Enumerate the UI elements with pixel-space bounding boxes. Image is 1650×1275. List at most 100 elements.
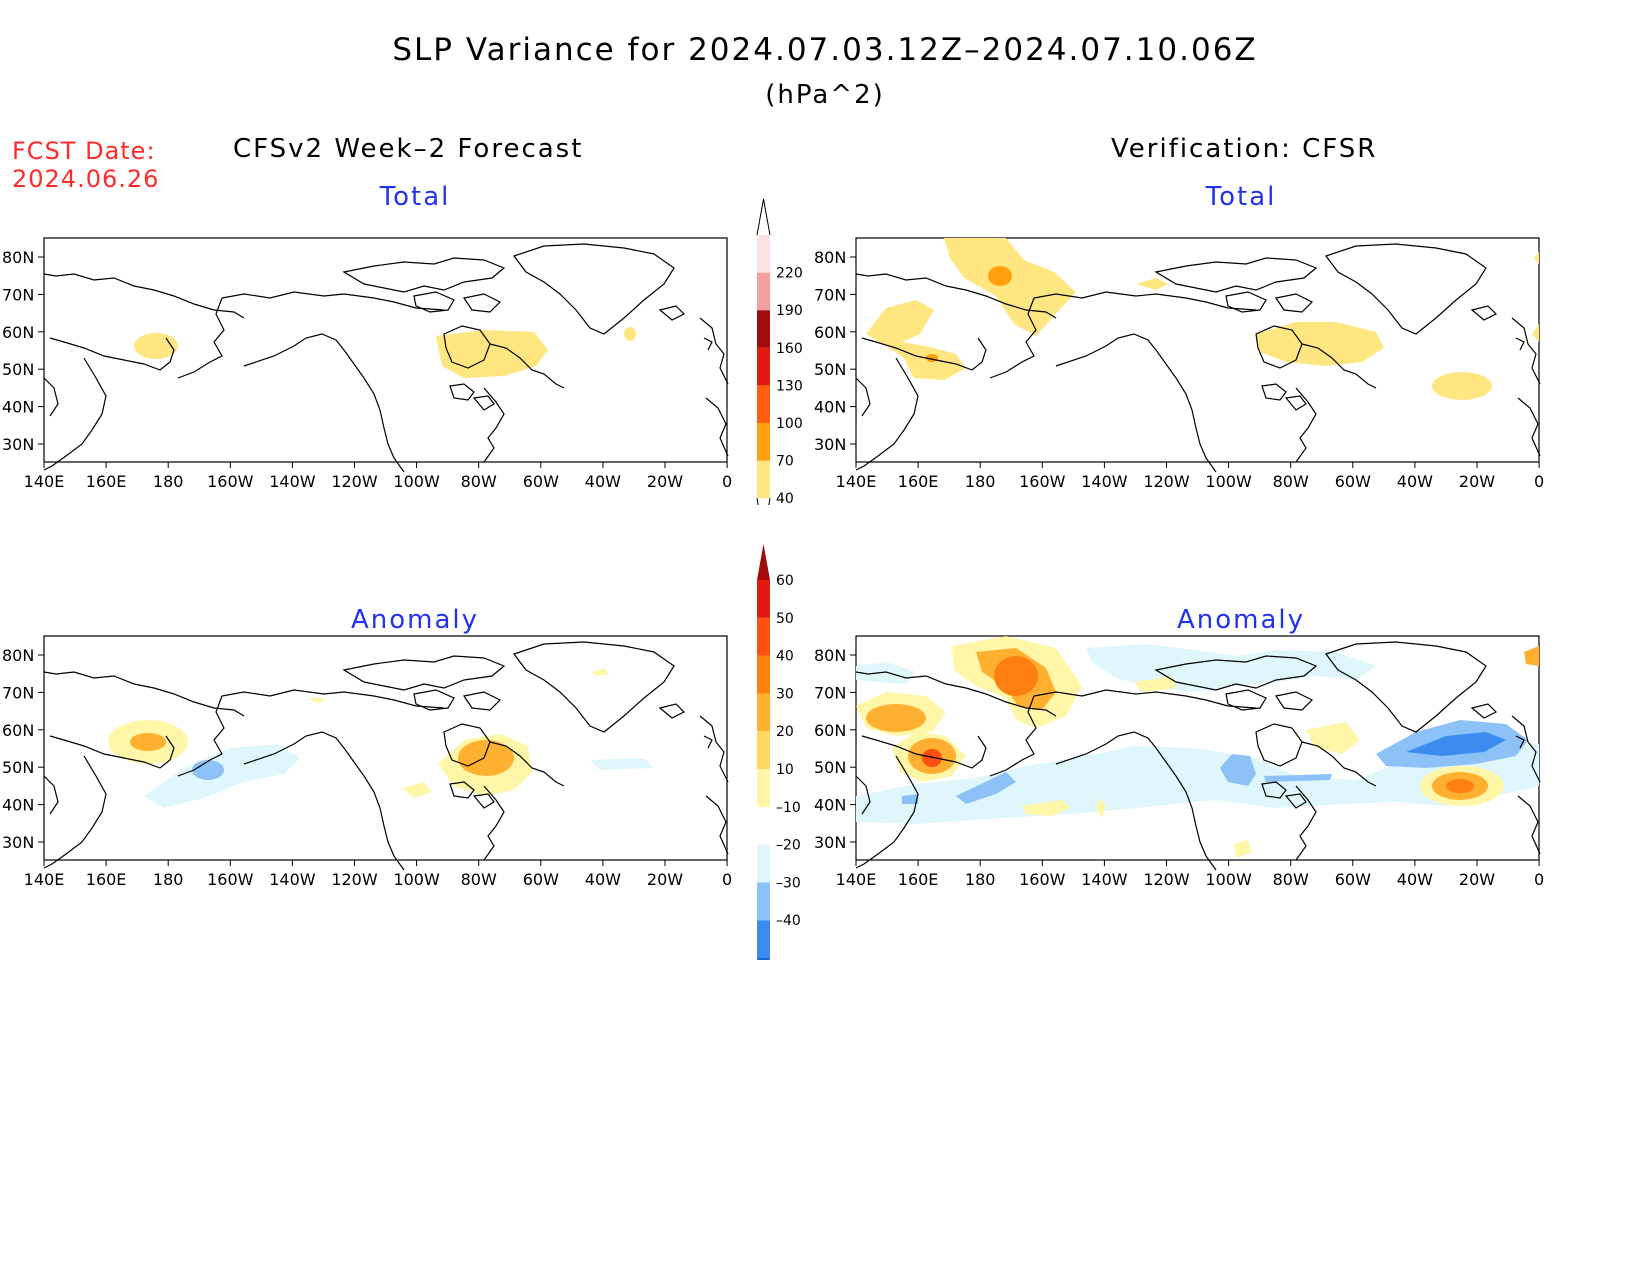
lon-axis: 140E 160E 180 160W 140W 120W 100W 80W 60W 40W 20W 0 <box>24 860 732 889</box>
lat-axis: 80N 70N 60N 50N 40N 30N <box>2 248 44 454</box>
fc-anom-blob <box>402 782 432 798</box>
verification-total-map: 80N 70N 60N 50N 40N 30N 140E 160E 180 160W 140W 12… <box>814 237 1544 491</box>
lon-tick-label: 60W <box>523 870 559 889</box>
lon-tick-label: 160E <box>86 472 127 491</box>
lat-tick-label: 80N <box>2 248 34 267</box>
lon-tick-label: 0 <box>722 472 732 491</box>
colorbar-segment <box>757 423 770 461</box>
vf-total-blob <box>1534 252 1539 264</box>
lon-tick-label: 160W <box>1019 472 1066 491</box>
lon-tick-label: 160W <box>1019 870 1066 889</box>
vf-anom-blob <box>856 662 916 684</box>
colorbar-segment <box>757 731 770 769</box>
vf-anom-blob <box>1446 779 1474 793</box>
colorbar-label: 160 <box>776 341 803 357</box>
lon-tick-label: 0 <box>722 870 732 889</box>
lon-tick-label: 80W <box>461 472 497 491</box>
lat-axis: 80N 70N 60N 50N 40N 30N <box>814 248 856 454</box>
lon-tick-label: 20W <box>647 472 683 491</box>
lon-tick-label: 140W <box>1081 870 1128 889</box>
lon-tick-label: 140W <box>269 870 316 889</box>
lon-tick-label: 120W <box>1143 472 1190 491</box>
lat-tick-label: 70N <box>814 683 846 702</box>
vf-anom-blob <box>902 794 918 804</box>
lat-axis: 80N 70N 60N 50N 40N 30N <box>814 646 856 852</box>
fc-anom-blob <box>130 733 166 751</box>
vf-total-blob <box>1256 322 1384 366</box>
lat-tick-label: 70N <box>2 285 34 304</box>
forecast-anomaly-map: 80N 70N 60N 50N 40N 30N 140E 160E 180 160W 140W 12… <box>2 635 732 889</box>
colorbar-segment <box>757 844 770 883</box>
lon-tick-label: 120W <box>1143 870 1190 889</box>
verification-anomaly-title: Anomaly <box>1176 605 1306 635</box>
lat-tick-label: 50N <box>2 360 34 379</box>
lon-tick-label: 80W <box>1273 472 1309 491</box>
lon-tick-label: 160E <box>86 870 127 889</box>
lon-tick-label: 180 <box>965 870 996 889</box>
colorbar-label: –10 <box>776 800 801 816</box>
vf-total-blob <box>1432 372 1492 400</box>
lon-tick-label: 60W <box>523 472 559 491</box>
vf-anom-blob <box>994 656 1038 696</box>
colorbar-label: –30 <box>776 875 801 891</box>
fcst-date-value: 2024.06.26 <box>12 165 160 193</box>
fc-anom-blob <box>192 760 224 780</box>
lon-tick-label: 160W <box>207 870 254 889</box>
colorbar-label: 70 <box>776 454 794 470</box>
vf-anom-blob <box>1264 774 1332 782</box>
lon-tick-label: 140E <box>836 870 877 889</box>
lon-tick-label: 160E <box>898 472 939 491</box>
lon-tick-label: 0 <box>1534 472 1544 491</box>
forecast-total-panel: 80N 70N 60N 50N 40N 30N 140E 160E 180 160W 140W 12… <box>0 225 760 504</box>
colorbar-segment <box>757 806 770 845</box>
lon-axis: 140E 160E 180 160W 140W 120W 100W 80W 60W 40W 20W 0 <box>836 462 1544 491</box>
vf-anom-blob <box>1220 754 1256 786</box>
colorbar-label: 10 <box>776 762 794 778</box>
colorbar-label: 60 <box>776 573 794 589</box>
lat-tick-label: 40N <box>814 398 846 417</box>
vf-anom-blob <box>1524 646 1539 666</box>
colorbar-label: 40 <box>776 649 794 665</box>
verification-total-title: Total <box>1205 182 1277 212</box>
colorbar-segment <box>757 580 770 618</box>
lon-tick-label: 140E <box>836 472 877 491</box>
colorbar-segment <box>757 769 770 807</box>
colorbar-arrow <box>756 498 771 505</box>
lon-tick-label: 140W <box>269 472 316 491</box>
colorbar-segment <box>757 693 770 732</box>
verification-anomaly-map: 80N 70N 60N 50N 40N 30N 140E 160E 180 160W 140W 12… <box>814 635 1544 889</box>
forecast-anomaly-title: Anomaly <box>350 605 480 635</box>
forecast-anomaly-panel: 80N 70N 60N 50N 40N 30N 140E 160E 180 160W 140W 12… <box>0 623 760 902</box>
vf-anom-blob <box>1406 732 1506 756</box>
vf-anom-blob <box>956 772 1016 804</box>
lon-tick-label: 160W <box>207 472 254 491</box>
lat-tick-label: 60N <box>2 721 34 740</box>
colorbar-segment <box>757 655 770 694</box>
total-colorbar: 40 70 100 130 160 190 220 <box>756 198 803 505</box>
colorbar-arrow <box>756 198 771 236</box>
forecast-total-map: 80N 70N 60N 50N 40N 30N 140E 160E 180 160W 140W 12… <box>2 237 732 491</box>
fc-anom-blob <box>458 740 514 776</box>
lat-tick-label: 50N <box>814 360 846 379</box>
lon-tick-label: 100W <box>1205 472 1252 491</box>
colorbar-label: 30 <box>776 686 794 702</box>
lat-tick-label: 30N <box>2 435 34 454</box>
lon-tick-label: 100W <box>393 472 440 491</box>
lat-tick-label: 50N <box>2 758 34 777</box>
vf-anom-blob <box>1306 722 1360 754</box>
lon-tick-label: 140E <box>24 472 65 491</box>
lon-tick-label: 120W <box>331 870 378 889</box>
fc-anom-blob <box>144 744 300 808</box>
main-title: SLP Variance for 2024.07.03.12Z–2024.07.… <box>392 32 1258 68</box>
vf-anom-blob <box>856 744 1539 824</box>
lon-tick-label: 80W <box>1273 870 1309 889</box>
lon-tick-label: 80W <box>461 870 497 889</box>
fc-anom-blob <box>592 668 610 676</box>
forecast-column-title: CFSv2 Week–2 Forecast <box>233 134 584 164</box>
fc-anom-blob <box>590 758 654 770</box>
colorbar-segment <box>757 385 770 423</box>
lon-tick-label: 100W <box>1205 870 1252 889</box>
lon-tick-label: 60W <box>1335 870 1371 889</box>
colorbar-segment <box>757 272 770 311</box>
verification-column-title: Verification: CFSR <box>1111 134 1378 164</box>
